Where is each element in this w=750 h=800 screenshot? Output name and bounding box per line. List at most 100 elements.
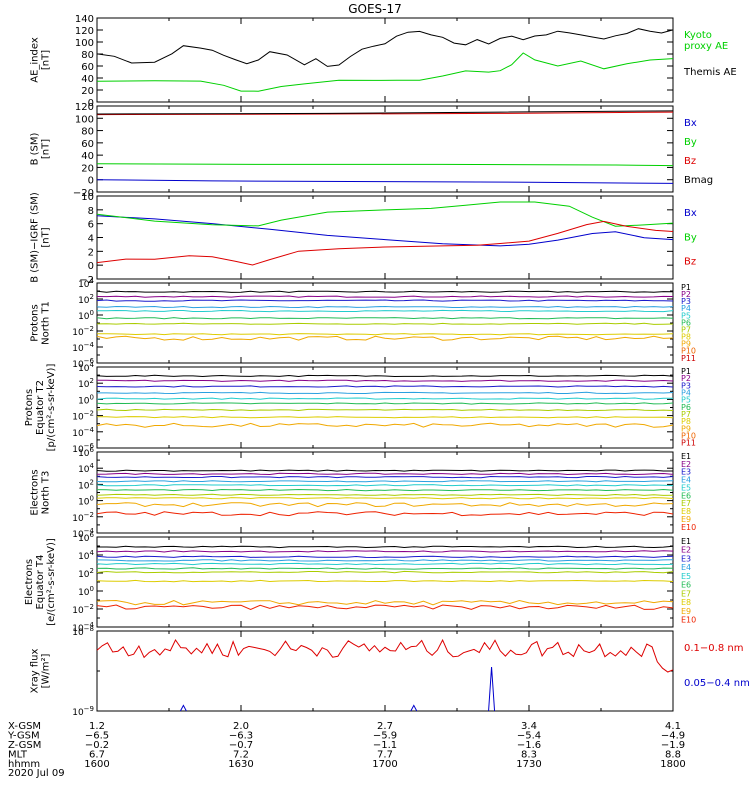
- legend-p9: P9: [681, 340, 691, 349]
- y-tick-label: 120: [75, 102, 94, 113]
- axis-row-label: Z-GSM: [8, 740, 41, 751]
- channel-e4: [96, 559, 674, 562]
- axis-value: 1600: [84, 759, 109, 770]
- legend-entry: 0.1−0.8 nm: [684, 643, 743, 654]
- y-tick-label: 104: [78, 462, 94, 475]
- channel-p3: [96, 385, 674, 388]
- axis-value: 4.1: [665, 721, 681, 732]
- legend-entry: Bx: [684, 118, 697, 129]
- series-xray-short-spike: [410, 704, 418, 712]
- y-tick-label: 100: [78, 585, 94, 598]
- panel-frame: [96, 630, 674, 712]
- legend-entry: Bmag: [684, 175, 713, 186]
- legend-e1: E1: [681, 537, 691, 546]
- channel-e7: [96, 493, 674, 496]
- y-tick-label: 10−6: [72, 442, 94, 455]
- panel-xray: 10−9 10−8 Xray flux[W/m²] 0.1−0.8 nm 0.05−0.…: [30, 625, 750, 718]
- legend-p2: P2: [681, 374, 691, 383]
- legend-p3: P3: [681, 297, 691, 306]
- legend-p2: P2: [681, 290, 691, 299]
- panel-frame: [96, 105, 674, 193]
- axis-value: 1700: [372, 759, 397, 770]
- legend-p8: P8: [681, 417, 691, 426]
- legend-e7: E7: [681, 499, 691, 508]
- channel-e2: [96, 472, 674, 476]
- channel-p9: [96, 422, 674, 428]
- series-bz: [96, 220, 674, 266]
- channel-e8: [96, 579, 674, 583]
- axis-value: 8.3: [521, 750, 537, 761]
- y-tick-label: 0: [88, 261, 94, 272]
- legend-e5: E5: [681, 572, 691, 581]
- plot-title: GOES-17: [348, 2, 402, 16]
- channel-e5: [96, 484, 674, 487]
- legend-e2: E2: [681, 460, 691, 469]
- y-tick-label: 10−4: [72, 341, 94, 354]
- y-tick-label: 102: [78, 293, 94, 306]
- axis-value: 1.2: [89, 721, 105, 732]
- y-tick-label: 10−2: [72, 603, 94, 616]
- y-tick-label: 10−2: [72, 410, 94, 423]
- channel-e10: [96, 604, 674, 610]
- y-tick-label: 8: [88, 206, 94, 217]
- y-tick-label: 10−6: [72, 357, 94, 370]
- legend-e8: E8: [681, 598, 691, 607]
- y-tick-label: 100: [78, 495, 94, 508]
- channel-e3: [96, 555, 674, 559]
- y-axis-label: ProtonsNorth T1: [30, 301, 52, 345]
- legend-p6: P6: [681, 318, 691, 327]
- legend-entry: Bz: [684, 156, 696, 167]
- y-axis-label: Xray flux[W/m²]: [30, 649, 52, 694]
- panel-frame: [96, 17, 674, 103]
- y-axis-label: ElectronsEquator T4[e/(cm²-s-sr-keV)]: [24, 538, 57, 626]
- y-tick-label: 10−8: [72, 625, 94, 638]
- channel-p8: [96, 333, 674, 336]
- legend-p6: P6: [681, 403, 691, 412]
- legend-e10: E10: [681, 523, 696, 532]
- legend-entry: By: [684, 137, 697, 148]
- channel-p2: [96, 295, 674, 298]
- y-axis-label: ElectronsNorth T3: [30, 469, 52, 515]
- legend-p10: P10: [681, 432, 696, 441]
- panel-ee: 10−4 10−2 100 102 104 106 ElectronsEquator T4[…: [24, 531, 696, 634]
- y-tick-label: 10−4: [72, 621, 94, 634]
- y-tick-label: 100: [75, 114, 94, 125]
- y-axis-label: AE_index[nT]: [30, 37, 52, 83]
- legend-p7: P7: [681, 325, 691, 334]
- series-bx: [96, 215, 674, 247]
- legend-p11: P11: [681, 439, 696, 448]
- y-tick-label: 0: [88, 98, 94, 109]
- legend-e3: E3: [681, 554, 691, 563]
- y-tick-label: 140: [75, 14, 94, 25]
- legend-e6: E6: [681, 491, 691, 500]
- channel-p2: [96, 379, 674, 382]
- axis-value: 1730: [516, 759, 541, 770]
- legend-entry: Kyoto: [684, 30, 712, 41]
- y-axis-label: ProtonsEquator T2[p/(cm²-s-sr-keV)]: [24, 364, 57, 452]
- axis-value: 2.7: [377, 721, 393, 732]
- series-themis-ae: [96, 28, 674, 67]
- channel-e2: [96, 550, 674, 553]
- axis-row-label: X-GSM: [8, 721, 41, 732]
- y-tick-label: 100: [78, 309, 94, 322]
- axis-value: 7.2: [233, 750, 249, 761]
- channel-e7: [96, 570, 674, 574]
- series-bmag: [96, 110, 674, 115]
- y-axis-label: B (SM)−IGRF (SM)[nT]: [30, 192, 52, 283]
- y-tick-label: 20: [81, 86, 94, 97]
- channel-e4: [96, 480, 674, 483]
- y-tick-label: 0: [88, 176, 94, 187]
- legend-p1: P1: [681, 367, 691, 376]
- axis-row-label: MLT: [8, 750, 28, 761]
- series-xray-short-spike: [488, 666, 496, 712]
- legend-e6: E6: [681, 581, 691, 590]
- legend-e10: E10: [681, 616, 696, 625]
- axis-value: 3.4: [521, 721, 537, 732]
- legend-p5: P5: [681, 311, 691, 320]
- axis-value: −0.7: [229, 740, 253, 751]
- y-tick-label: 10−4: [72, 527, 94, 540]
- y-tick-label: 60: [81, 139, 94, 150]
